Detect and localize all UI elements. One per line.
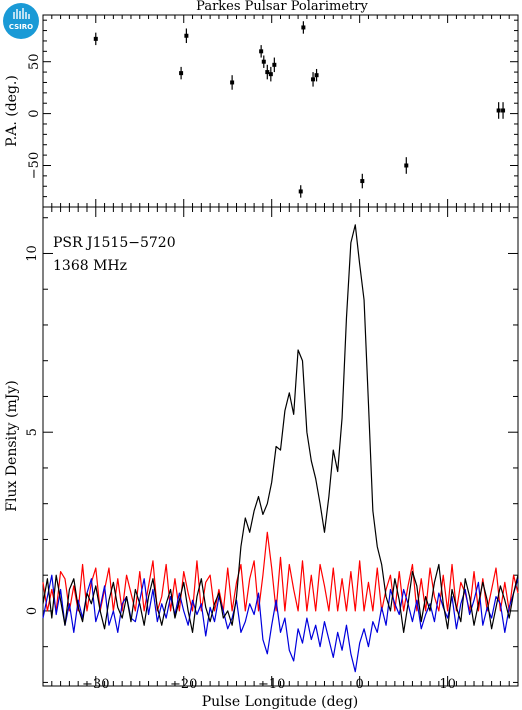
csiro-logo-bars [13, 8, 30, 19]
pa-ytick-labels: 50 0 −50 [27, 53, 42, 179]
psr-name-annotation: PSR J1515−5720 [53, 235, 176, 251]
flux-xtick-label: 0 [356, 677, 364, 692]
pa-marker [501, 108, 506, 113]
pa-ylabel: P.A. (deg.) [4, 75, 20, 147]
flux-xtick-label: −20 [170, 677, 197, 692]
pa-marker [301, 25, 306, 30]
pa-marker [268, 72, 273, 77]
flux-ytick-label: 5 [25, 428, 40, 436]
pa-point [314, 68, 319, 82]
flux-ytick-labels: 0 5 10 [25, 245, 40, 615]
pa-point [272, 57, 277, 73]
pa-ytick-label: 50 [27, 53, 42, 70]
pa-ytick-label: 0 [27, 109, 42, 117]
pa-panel-frame [42, 14, 519, 208]
flux-lines [42, 224, 519, 673]
pa-point [301, 21, 306, 34]
pa-marker [314, 73, 319, 78]
csiro-logo-text: CSIRO [9, 23, 33, 31]
pa-marker [360, 179, 365, 184]
pa-point [179, 66, 184, 80]
pa-points [93, 21, 506, 198]
flux-xtick-labels: −30 −20 −10 0 10 [82, 677, 456, 692]
pa-point [259, 45, 264, 58]
pa-point [360, 173, 365, 189]
pa-marker [272, 62, 277, 67]
flux-ytick-label: 0 [25, 607, 40, 615]
flux-ytick-label: 10 [25, 245, 40, 262]
flux-xtick-label: −30 [82, 677, 109, 692]
pa-marker [230, 80, 235, 85]
pa-ytick-label: −50 [27, 152, 42, 179]
pa-panel-title: Parkes Pulsar Polarimetry [196, 0, 368, 14]
pa-marker [259, 49, 264, 54]
csiro-logo: CSIRO [3, 3, 39, 39]
pa-marker [261, 59, 266, 64]
pa-point [404, 157, 409, 174]
frequency-annotation: 1368 MHz [53, 258, 127, 274]
pa-point [298, 185, 303, 198]
pa-marker [184, 33, 189, 38]
pa-marker [404, 163, 409, 168]
pa-point [501, 102, 506, 119]
flux-series-line [42, 574, 519, 673]
pa-point [261, 55, 266, 68]
flux-xtick-label: 10 [439, 677, 456, 692]
flux-xtick-label: −10 [258, 677, 285, 692]
pa-point [265, 64, 270, 80]
flux-ylabel: Flux Density (mJy) [4, 380, 20, 511]
pa-axis-ticks [43, 15, 518, 207]
pa-point [93, 32, 98, 46]
pa-point [268, 66, 273, 82]
pa-marker [265, 70, 270, 75]
pa-point [184, 28, 189, 44]
pa-point [311, 72, 316, 87]
flux-axis-ticks [43, 207, 518, 686]
pa-marker [496, 108, 501, 113]
pa-marker [179, 71, 184, 76]
pa-marker [298, 189, 303, 194]
flux-xlabel: Pulse Longitude (deg) [202, 694, 359, 710]
pa-marker [311, 77, 316, 82]
pa-panel: Parkes Pulsar Polarimetry 50 0 −50 P.A. (d… [4, 0, 519, 208]
flux-series-line [42, 531, 519, 612]
csiro-logo-circle [3, 3, 39, 39]
flux-series-line [42, 224, 519, 633]
pa-point [496, 102, 501, 119]
pa-marker [93, 36, 98, 41]
pa-point [230, 75, 235, 90]
flux-panel: 0 5 10 −30 −20 −10 0 10 Flux Density (mJy) Pul… [4, 206, 519, 710]
